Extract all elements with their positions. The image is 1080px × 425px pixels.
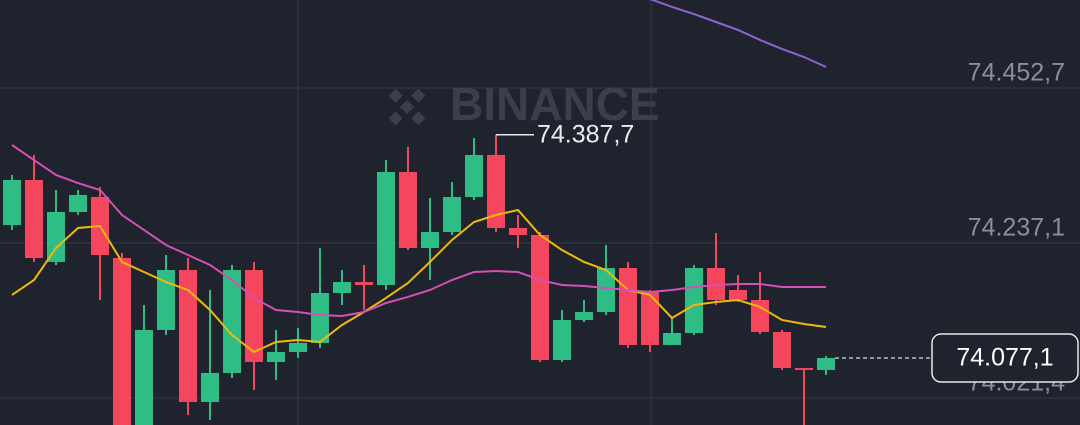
candle-body <box>3 180 21 226</box>
y-tick-label: 74.237,1 <box>968 214 1065 242</box>
candle-body <box>729 289 747 300</box>
candle-body <box>443 196 461 232</box>
candle-body <box>377 172 395 285</box>
last-price-label: 74.077,1 <box>956 344 1053 372</box>
candle-body <box>619 267 637 345</box>
candle-body <box>25 180 43 259</box>
candle-body <box>597 267 615 312</box>
annotation-label: 74.387,7 <box>537 120 634 148</box>
candle-body <box>157 270 175 330</box>
candle-body <box>553 319 571 361</box>
y-tick-label: 74.452,7 <box>968 59 1065 87</box>
candle-body <box>311 293 329 343</box>
candle-body <box>201 372 219 402</box>
candle-body <box>465 154 483 197</box>
candle-body <box>575 311 593 320</box>
candle-body <box>663 332 681 345</box>
ma-line <box>11 144 826 318</box>
candle-body <box>509 227 527 236</box>
candle-body <box>795 367 813 371</box>
candle-body <box>399 172 417 249</box>
ma-line <box>11 208 827 354</box>
candle-body <box>333 282 351 294</box>
candle-body <box>487 154 505 228</box>
candle-body <box>69 194 87 212</box>
candle-body <box>179 270 197 402</box>
ma-line <box>649 0 827 68</box>
last-price-box <box>931 333 1079 383</box>
candle-body <box>223 270 241 373</box>
candle-body <box>289 342 307 352</box>
candle-body <box>751 299 769 332</box>
candle-body <box>355 282 373 285</box>
overlay: 74.021,474.237,174.452,774.387,774.077,1 <box>496 59 1079 397</box>
candle-body <box>245 270 263 362</box>
candle-body <box>113 258 131 425</box>
candle-body <box>135 329 153 425</box>
candle-body <box>267 351 285 362</box>
candle-body <box>531 235 549 361</box>
candle-body <box>421 231 439 249</box>
candle-body <box>817 358 835 371</box>
candle-body <box>773 331 791 368</box>
watermark-text: BINANCE <box>450 78 660 130</box>
candle-body <box>641 292 659 345</box>
candle-body <box>685 267 703 333</box>
candle-body <box>47 211 65 262</box>
plot-area <box>3 0 835 425</box>
